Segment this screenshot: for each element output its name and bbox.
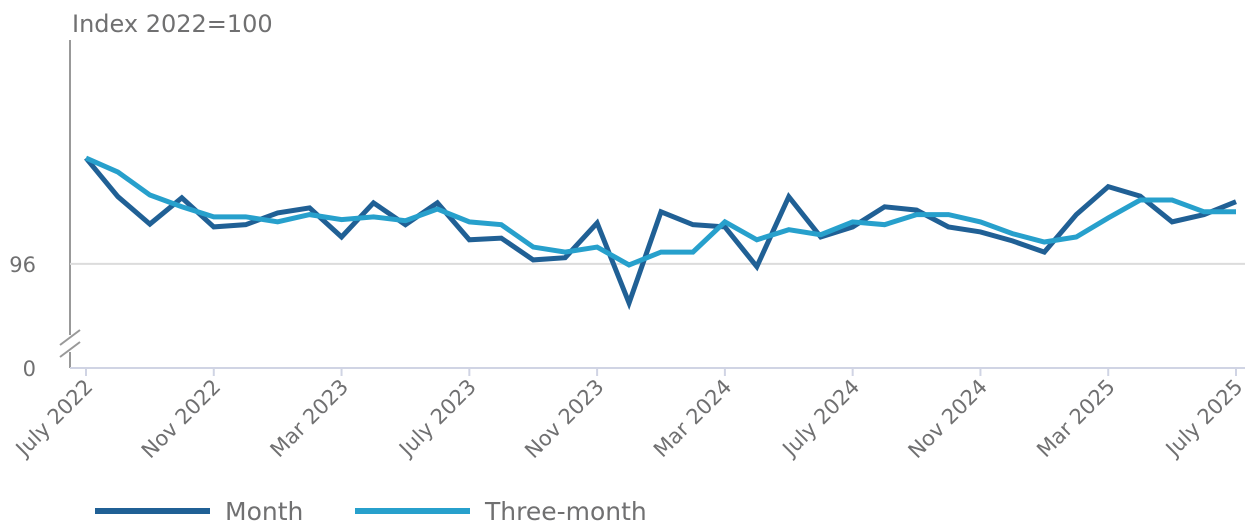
x-tick-label: Nov 2024 [904,375,992,463]
line-series [84,155,1236,268]
x-tick-label: Mar 2023 [266,375,354,463]
x-tick-label: Nov 2023 [520,375,608,463]
line-series [84,156,1237,311]
x-tick-label: Mar 2024 [649,375,737,463]
x-tick-label: July 2022 [10,375,98,463]
y-tick-label: 0 [23,357,36,381]
y-axis-label: Index 2022=100 [72,10,273,38]
x-tick-label: July 2025 [1160,375,1248,463]
axis-break [59,329,81,346]
x-tick-label: July 2023 [393,375,481,463]
legend-label: Three-month [484,497,647,525]
y-tick-label: 96 [9,253,36,277]
axis-break [59,341,81,358]
x-tick-label: Mar 2025 [1032,375,1120,463]
legend-label: Month [225,497,303,525]
x-tick-label: July 2024 [777,375,865,463]
x-tick-label: Nov 2022 [137,375,225,463]
